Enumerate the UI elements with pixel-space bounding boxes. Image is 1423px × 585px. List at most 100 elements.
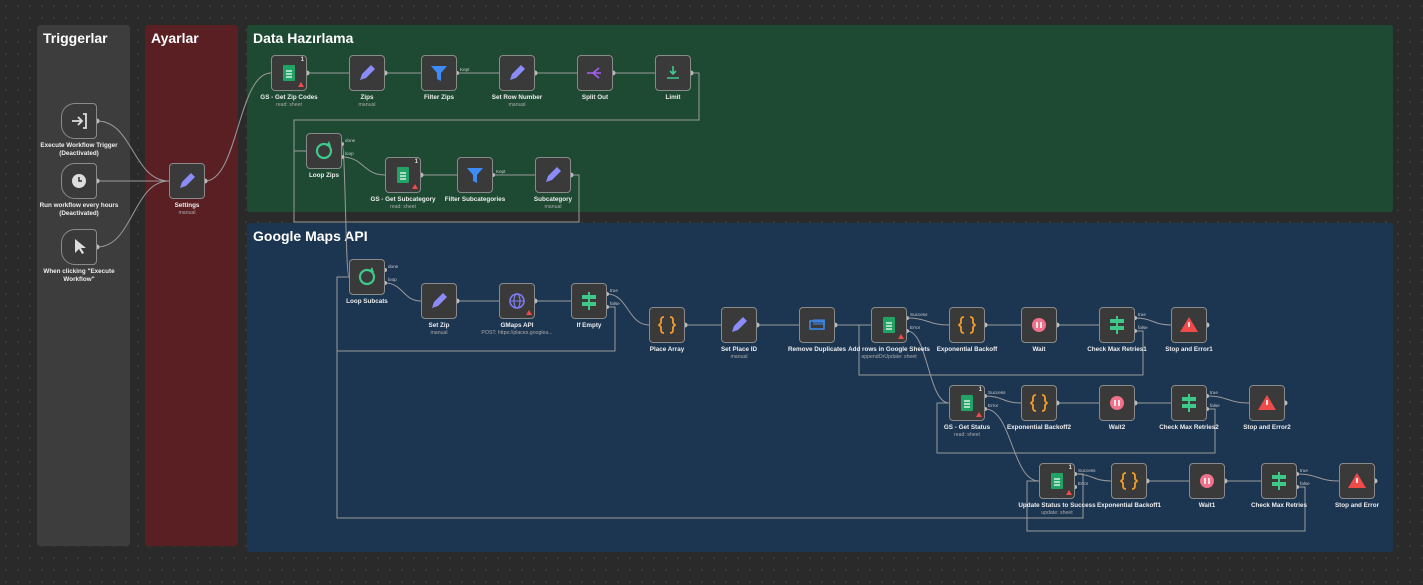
node-icon xyxy=(961,395,982,417)
node-label: Execute Workflow Trigger (Deactivated) xyxy=(34,142,124,157)
node-badge: 1 xyxy=(414,159,418,165)
node-subtitle: manual xyxy=(178,209,196,216)
connection xyxy=(906,330,950,404)
workflow-node[interactable] xyxy=(349,55,385,91)
workflow-node[interactable] xyxy=(649,307,685,343)
workflow-node[interactable]: 1 xyxy=(949,385,985,421)
node-icon xyxy=(587,67,601,79)
node-icon xyxy=(1110,316,1124,334)
workflow-node[interactable]: 1 xyxy=(1039,463,1075,499)
connection xyxy=(1026,480,1306,532)
node-badge: 1 xyxy=(1068,465,1072,471)
node-label: Exponential Backoff2 xyxy=(994,424,1084,432)
node-subtitle: manual xyxy=(508,101,526,108)
workflow-node[interactable] xyxy=(1189,463,1225,499)
workflow-node[interactable] xyxy=(949,307,985,343)
workflow-node[interactable] xyxy=(61,103,97,139)
node-icon xyxy=(1029,394,1049,412)
node-icon xyxy=(397,167,418,189)
workflow-node[interactable] xyxy=(1099,307,1135,343)
node-icon xyxy=(1200,474,1214,488)
node-icon xyxy=(1348,473,1366,488)
workflow-node[interactable] xyxy=(499,283,535,319)
node-label: Set Place ID manual xyxy=(694,346,784,361)
workflow-node[interactable] xyxy=(1021,385,1057,421)
node-icon xyxy=(657,316,677,334)
node-icon xyxy=(1258,395,1276,410)
workflow-node[interactable]: 1 xyxy=(271,55,307,91)
node-label: Wait2 xyxy=(1072,424,1162,432)
connection xyxy=(96,120,170,182)
node-icon xyxy=(1051,473,1072,495)
node-label: Limit xyxy=(628,94,718,102)
workflow-node[interactable] xyxy=(799,307,835,343)
workflow-node[interactable] xyxy=(1171,307,1207,343)
node-icon xyxy=(72,113,87,129)
workflow-node[interactable] xyxy=(1099,385,1135,421)
node-title: Update Status to Success xyxy=(1018,502,1096,509)
output-label: false xyxy=(610,301,620,306)
node-icon xyxy=(315,141,333,160)
node-label: Split Out xyxy=(550,94,640,102)
output-label: Success xyxy=(988,390,1006,395)
workflow-node[interactable] xyxy=(1339,463,1375,499)
group-title: Data Hazırlama xyxy=(253,30,354,46)
node-label: Filter Zips xyxy=(394,94,484,102)
workflow-node[interactable] xyxy=(306,133,342,169)
node-label: Place Array xyxy=(622,346,712,354)
workflow-node[interactable] xyxy=(499,55,535,91)
node-subtitle: read: sheet xyxy=(276,101,302,108)
node-subtitle: manual xyxy=(358,101,376,108)
node-subtitle: manual xyxy=(730,353,748,360)
output-label: false xyxy=(1300,481,1310,486)
output-label: true xyxy=(1300,468,1308,473)
workflow-node[interactable] xyxy=(1261,463,1297,499)
output-label: Error xyxy=(910,325,921,330)
workflow-node[interactable] xyxy=(349,259,385,295)
connection xyxy=(341,143,350,278)
workflow-node[interactable] xyxy=(1021,307,1057,343)
output-label: Success xyxy=(910,312,928,317)
workflow-node[interactable] xyxy=(169,163,205,199)
node-icon xyxy=(75,239,86,254)
node-title: Check Max Retries xyxy=(1251,502,1307,509)
node-title: Limit xyxy=(665,94,681,101)
output-label: done xyxy=(345,138,356,143)
workflow-node[interactable] xyxy=(61,163,97,199)
output-label: true xyxy=(1210,390,1218,395)
node-title: Exponential Backoff1 xyxy=(1096,502,1162,509)
node-badge: 1 xyxy=(300,57,304,63)
node-title: When clicking "Execute Workflow" xyxy=(43,268,115,283)
sticky-note: Ayarlar xyxy=(145,25,238,546)
workflow-node[interactable] xyxy=(1249,385,1285,421)
node-icon xyxy=(1272,472,1286,490)
workflow-node[interactable] xyxy=(421,55,457,91)
workflow-node[interactable] xyxy=(571,283,607,319)
connection xyxy=(336,276,1084,519)
workflow-node[interactable] xyxy=(655,55,691,91)
node-label: Exponential Backoff xyxy=(922,346,1012,354)
workflow-node[interactable] xyxy=(535,157,571,193)
node-label: Set Zip manual xyxy=(394,322,484,337)
output-label: Error xyxy=(1078,481,1089,486)
workflow-node[interactable] xyxy=(721,307,757,343)
connection xyxy=(984,395,1022,404)
workflow-node[interactable] xyxy=(421,283,457,319)
node-icon xyxy=(358,267,376,286)
node-title: GS - Get Status xyxy=(943,424,991,431)
workflow-node[interactable] xyxy=(1111,463,1147,499)
workflow-node[interactable]: 1 xyxy=(385,157,421,193)
workflow-node[interactable] xyxy=(1171,385,1207,421)
node-title: If Empty xyxy=(576,322,602,329)
output-label: done xyxy=(388,264,399,269)
connection xyxy=(984,408,1040,482)
node-title: Exponential Backoff xyxy=(936,346,998,353)
workflow-node[interactable] xyxy=(457,157,493,193)
node-title: Wait xyxy=(1032,346,1046,353)
workflow-node[interactable] xyxy=(61,229,97,265)
node-icon xyxy=(1032,318,1046,332)
workflow-node[interactable] xyxy=(871,307,907,343)
node-title: Set Place ID xyxy=(720,346,758,353)
workflow-node[interactable] xyxy=(577,55,613,91)
node-title: Settings xyxy=(174,202,200,209)
